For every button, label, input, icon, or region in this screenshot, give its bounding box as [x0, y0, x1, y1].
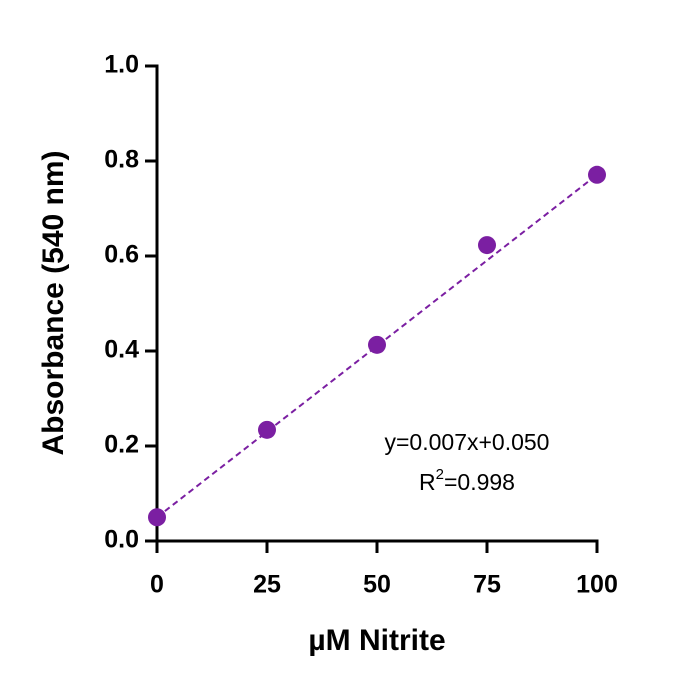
r2-base: R: [419, 469, 436, 495]
y-tick-label: 1.0: [104, 51, 139, 79]
data-point: [588, 165, 606, 184]
y-tick-label: 0.0: [104, 526, 139, 554]
data-point: [368, 335, 386, 354]
trend-line: [156, 173, 598, 519]
x-tick-label: 25: [253, 571, 281, 599]
x-axis-title: µM Nitrite: [308, 624, 445, 657]
x-tick-label: 50: [363, 571, 391, 599]
r-squared: R2=0.998: [419, 466, 515, 495]
x-tick-label: 100: [576, 571, 618, 599]
y-tick-label: 0.8: [104, 146, 139, 174]
y-axis-title: Absorbance (540 nm): [37, 150, 70, 455]
r2-sup: 2: [436, 466, 444, 483]
data-point: [478, 236, 496, 255]
r2-rest: =0.998: [444, 469, 515, 495]
data-point: [148, 508, 166, 527]
x-tick-label: 75: [473, 571, 501, 599]
equation: y=0.007x+0.050: [385, 429, 550, 455]
y-tick-label: 0.2: [104, 431, 139, 459]
y-tick-label: 0.4: [104, 336, 139, 364]
y-tick-label: 0.6: [104, 241, 139, 269]
data-point: [258, 420, 276, 439]
x-tick-label: 0: [150, 571, 164, 599]
